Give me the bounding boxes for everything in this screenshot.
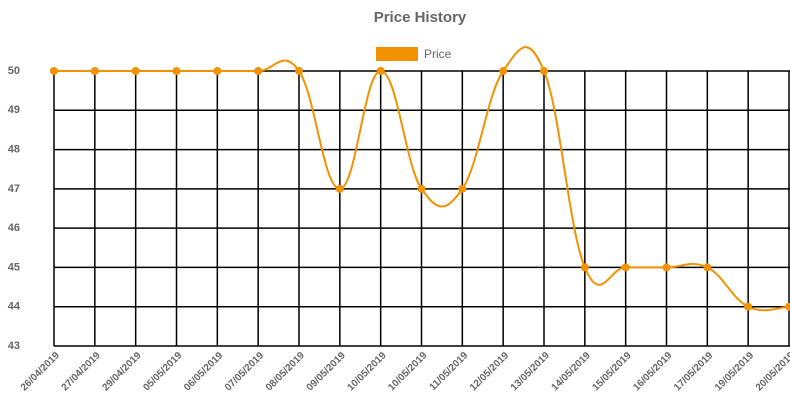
x-tick-label: 10/05/2019 [386,350,429,393]
legend-swatch [376,47,418,61]
x-tick-label: 12/05/2019 [468,350,511,393]
x-tick-label: 27/04/2019 [60,350,103,393]
data-point [417,184,426,193]
x-tick-label: 26/04/2019 [19,350,62,393]
data-point [662,263,671,272]
data-point [50,67,58,75]
data-point [458,184,467,193]
x-tick-label: 11/05/2019 [428,350,471,393]
x-tick-label: 09/05/2019 [305,350,348,393]
x-tick-label: 07/05/2019 [223,350,266,393]
data-point [131,67,140,75]
x-tick-label: 14/05/2019 [550,350,593,393]
legend-label: Price [424,47,452,61]
x-tick-label: 08/05/2019 [264,350,307,393]
x-tick-label: 19/05/2019 [713,350,756,393]
data-point [580,263,589,272]
x-tick-label: 29/04/2019 [100,350,143,393]
x-tick-label: 17/05/2019 [672,350,715,393]
x-tick-label: 06/05/2019 [182,350,225,393]
x-tick-label: 05/05/2019 [141,350,184,393]
y-tick-label: 49 [8,104,20,116]
y-tick-label: 46 [8,222,20,234]
y-tick-label: 47 [8,183,20,195]
data-point [295,67,303,75]
data-point [254,67,263,75]
data-point [213,67,222,75]
y-tick-label: 50 [8,65,20,77]
x-tick-label: 15/05/2019 [590,350,633,393]
data-point [335,184,344,193]
data-point [621,263,630,272]
data-point [785,302,790,311]
x-tick-label: 10/05/2019 [345,350,388,393]
data-point [376,67,385,75]
y-tick-label: 43 [8,340,20,352]
chart-title: Price History [374,9,467,26]
y-tick-label: 48 [8,143,20,155]
y-tick-label: 44 [8,301,21,313]
x-tick-label: 13/05/2019 [509,350,552,393]
x-tick-label: 20/05/2019 [754,350,790,393]
data-point [744,302,753,311]
x-tick-label: 16/05/2019 [631,350,674,393]
data-point [499,67,508,75]
data-point [90,67,99,75]
data-point [540,67,548,75]
data-point [172,67,181,75]
y-tick-label: 45 [8,261,20,273]
data-point [703,263,712,272]
